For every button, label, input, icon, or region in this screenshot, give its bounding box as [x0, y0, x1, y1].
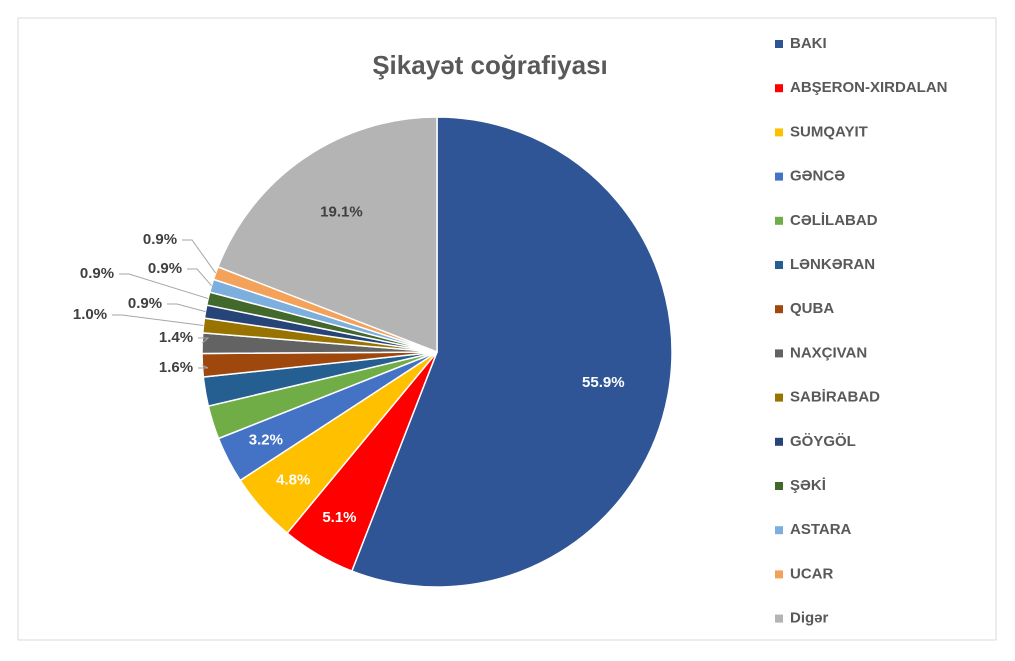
legend-swatch: [775, 128, 783, 137]
legend-label: SUMQAYIT: [790, 123, 868, 140]
legend-label: ABŞERON-XIRDALAN: [790, 79, 948, 96]
data-label: 4.8%: [276, 471, 310, 488]
legend-swatch: [775, 570, 783, 579]
legend-label: GƏNCƏ: [790, 168, 845, 185]
legend-label: GÖYGÖL: [790, 433, 856, 450]
legend-swatch: [775, 614, 783, 623]
leader-line: [198, 364, 209, 369]
data-label: 5.1%: [322, 509, 356, 526]
legend-label: ŞƏKİ: [790, 477, 826, 494]
legend-label: Digər: [790, 610, 829, 627]
legend-swatch: [775, 526, 783, 535]
data-label: 1.0%: [73, 306, 107, 323]
data-label: 55.9%: [582, 374, 625, 391]
legend-label: LƏNKƏRAN: [790, 256, 875, 273]
data-label: 3.2%: [249, 432, 283, 449]
data-label: 0.9%: [128, 295, 162, 312]
leader-line: [119, 273, 209, 300]
leader-line: [112, 314, 204, 326]
legend-swatch: [775, 40, 783, 48]
legend-label: ASTARA: [790, 521, 852, 538]
legend-swatch: [775, 216, 783, 225]
legend-swatch: [775, 437, 783, 446]
legend-swatch: [775, 305, 783, 314]
legend-swatch: [775, 261, 783, 269]
data-label: 1.6%: [159, 359, 193, 376]
legend-swatch: [775, 393, 783, 402]
pie-slice: [216, 116, 438, 354]
data-label: 1.4%: [159, 329, 193, 346]
leader-line: [182, 239, 217, 274]
leader-line: [198, 337, 210, 344]
data-label: 0.9%: [80, 265, 114, 282]
legend-label: BAKI: [790, 35, 827, 52]
pie-slice: [350, 116, 673, 588]
legend-label: CƏLİLABAD: [790, 212, 878, 229]
chart-title: Şikayət coğrafiyası: [372, 50, 608, 80]
data-label: 19.1%: [320, 203, 363, 220]
legend-swatch: [775, 84, 783, 93]
legend-label: NAXÇIVAN: [790, 344, 867, 361]
data-label: 0.9%: [143, 231, 177, 248]
data-label: 0.9%: [148, 260, 182, 277]
legend-swatch: [775, 172, 783, 181]
leader-line: [167, 303, 206, 313]
legend-label: SABİRABAD: [790, 389, 880, 406]
legend-label: QUBA: [790, 300, 834, 317]
legend-swatch: [775, 349, 783, 358]
legend-swatch: [775, 482, 783, 490]
leader-line: [187, 268, 212, 287]
legend-label: UCAR: [790, 565, 833, 582]
